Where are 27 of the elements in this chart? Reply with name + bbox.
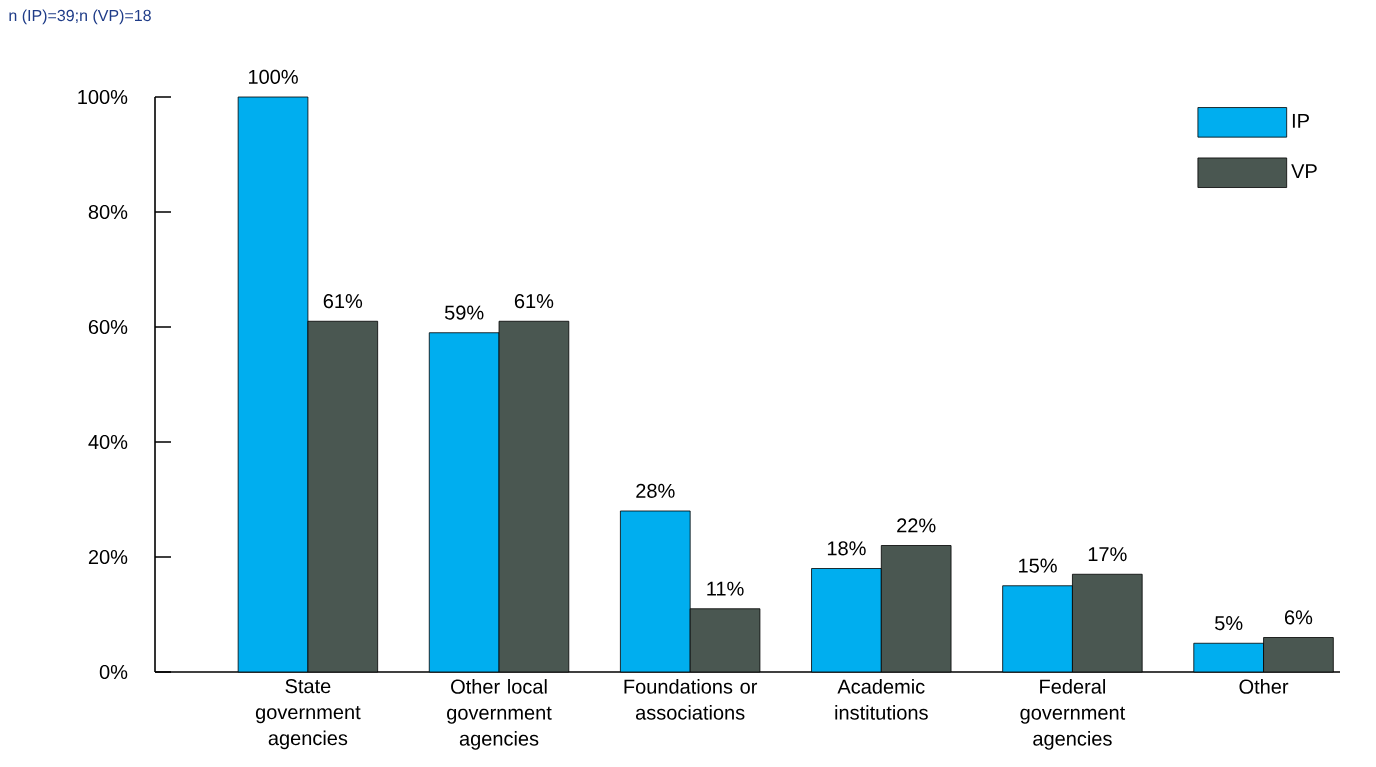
y-tick-label: 100% bbox=[78, 89, 128, 105]
legend-label: IP bbox=[1292, 113, 1309, 128]
x-tick-label: Other bbox=[1239, 679, 1289, 694]
y-tick-label: 80% bbox=[88, 204, 128, 220]
data-label: 6% bbox=[1284, 610, 1313, 625]
data-label: 28% bbox=[636, 483, 675, 498]
y-tick-label: 40% bbox=[88, 434, 128, 450]
data-label: 100% bbox=[248, 69, 298, 84]
data-label: 18% bbox=[827, 541, 866, 556]
data-label: 61% bbox=[514, 294, 554, 309]
x-tick-label: Other local government agencies bbox=[447, 679, 552, 750]
y-tick-label: 60% bbox=[88, 319, 128, 335]
x-tick-label: Academic institutions bbox=[835, 679, 928, 720]
x-tick-label: Federal government agencies bbox=[1020, 679, 1126, 750]
data-label: 11% bbox=[707, 581, 744, 596]
y-tick-label: 20% bbox=[88, 549, 128, 565]
data-label: 17% bbox=[1088, 547, 1127, 562]
text: n (IP)=39;n (VP)=18 bbox=[9, 9, 151, 25]
data-label: 22% bbox=[897, 518, 936, 533]
data-label: 15% bbox=[1019, 558, 1057, 573]
data-label: 61% bbox=[323, 294, 363, 309]
data-label: 59% bbox=[444, 305, 484, 320]
data-label: 5% bbox=[1215, 616, 1243, 631]
legend-label: VP bbox=[1291, 164, 1317, 179]
x-tick-label: State government agencies bbox=[255, 679, 361, 750]
y-tick-label: 0% bbox=[99, 664, 128, 680]
x-tick-label: Foundations or associations bbox=[624, 679, 758, 720]
